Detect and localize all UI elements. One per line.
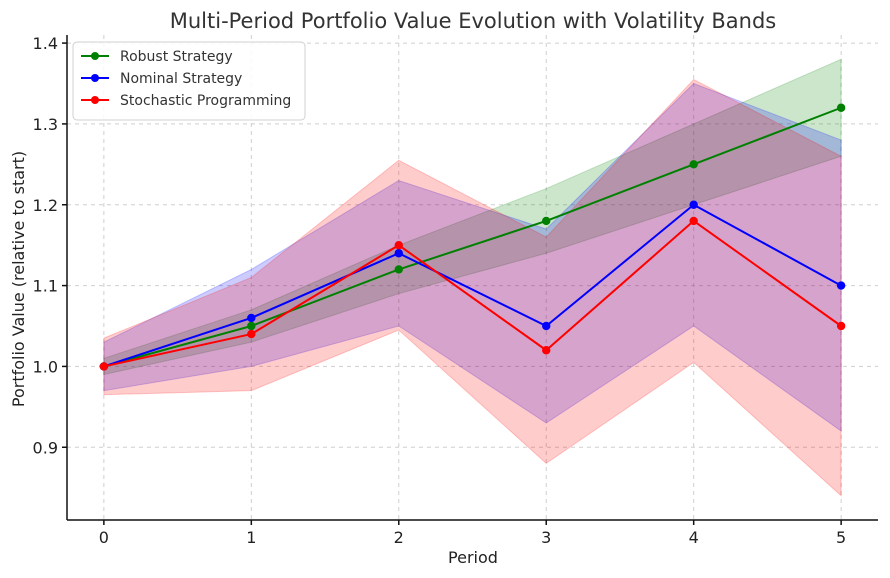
series-points [99,103,846,371]
y-axis-label: Portfolio Value (relative to start) [9,151,28,407]
x-tick-label: 5 [836,528,846,547]
y-tick-label: 1.4 [33,34,58,53]
volatility-band [103,82,842,433]
legend-marker [91,96,99,104]
data-point [247,329,256,339]
data-point [394,265,403,274]
x-axis-label: Period [448,548,498,567]
data-point [836,281,846,290]
axes [62,35,878,525]
legend-label: Stochastic Programming [120,93,291,109]
data-point [836,103,846,112]
data-point [836,321,846,331]
chart-title: Multi-Period Portfolio Value Evolution w… [170,9,777,33]
data-point [247,313,256,323]
data-point [99,362,109,371]
series-lines [103,106,842,368]
legend-item: Robust Strategy [81,49,233,65]
data-point [689,200,698,209]
data-point [542,216,551,226]
y-tick-label: 0.9 [33,438,58,457]
x-tick-label: 2 [394,528,404,547]
y-tick-label: 1.0 [33,357,58,376]
legend-item: Stochastic Programming [81,93,291,109]
series-line [103,203,842,368]
grid-layer [67,35,878,520]
data-point [689,216,698,226]
x-tick-label: 1 [246,528,256,547]
y-tick-label: 1.1 [33,277,58,296]
tick-labels: 0 1 2 3 4 5 0.9 1.0 1.1 1.2 1.3 1.4 [33,34,847,547]
legend: Robust Strategy Nominal Strategy Stochasti… [72,41,306,121]
data-point [542,321,551,331]
data-point [542,346,551,355]
x-tick-label: 4 [689,528,699,547]
volatility-band [103,78,842,497]
series-line [103,106,842,368]
x-tick-label: 3 [541,528,551,547]
data-point [394,240,403,250]
legend-box [72,41,306,121]
legend-label: Nominal Strategy [120,71,242,87]
legend-item: Nominal Strategy [81,71,242,87]
y-tick-label: 1.2 [33,196,58,215]
legend-marker [91,52,99,60]
data-point [689,160,698,169]
legend-marker [91,74,99,82]
data-point [394,249,403,258]
volatility-bands [103,58,842,497]
data-point [247,321,256,331]
x-tick-label: 0 [99,528,109,547]
y-tick-label: 1.3 [33,115,58,134]
legend-label: Robust Strategy [120,49,233,65]
series-line [103,219,842,368]
